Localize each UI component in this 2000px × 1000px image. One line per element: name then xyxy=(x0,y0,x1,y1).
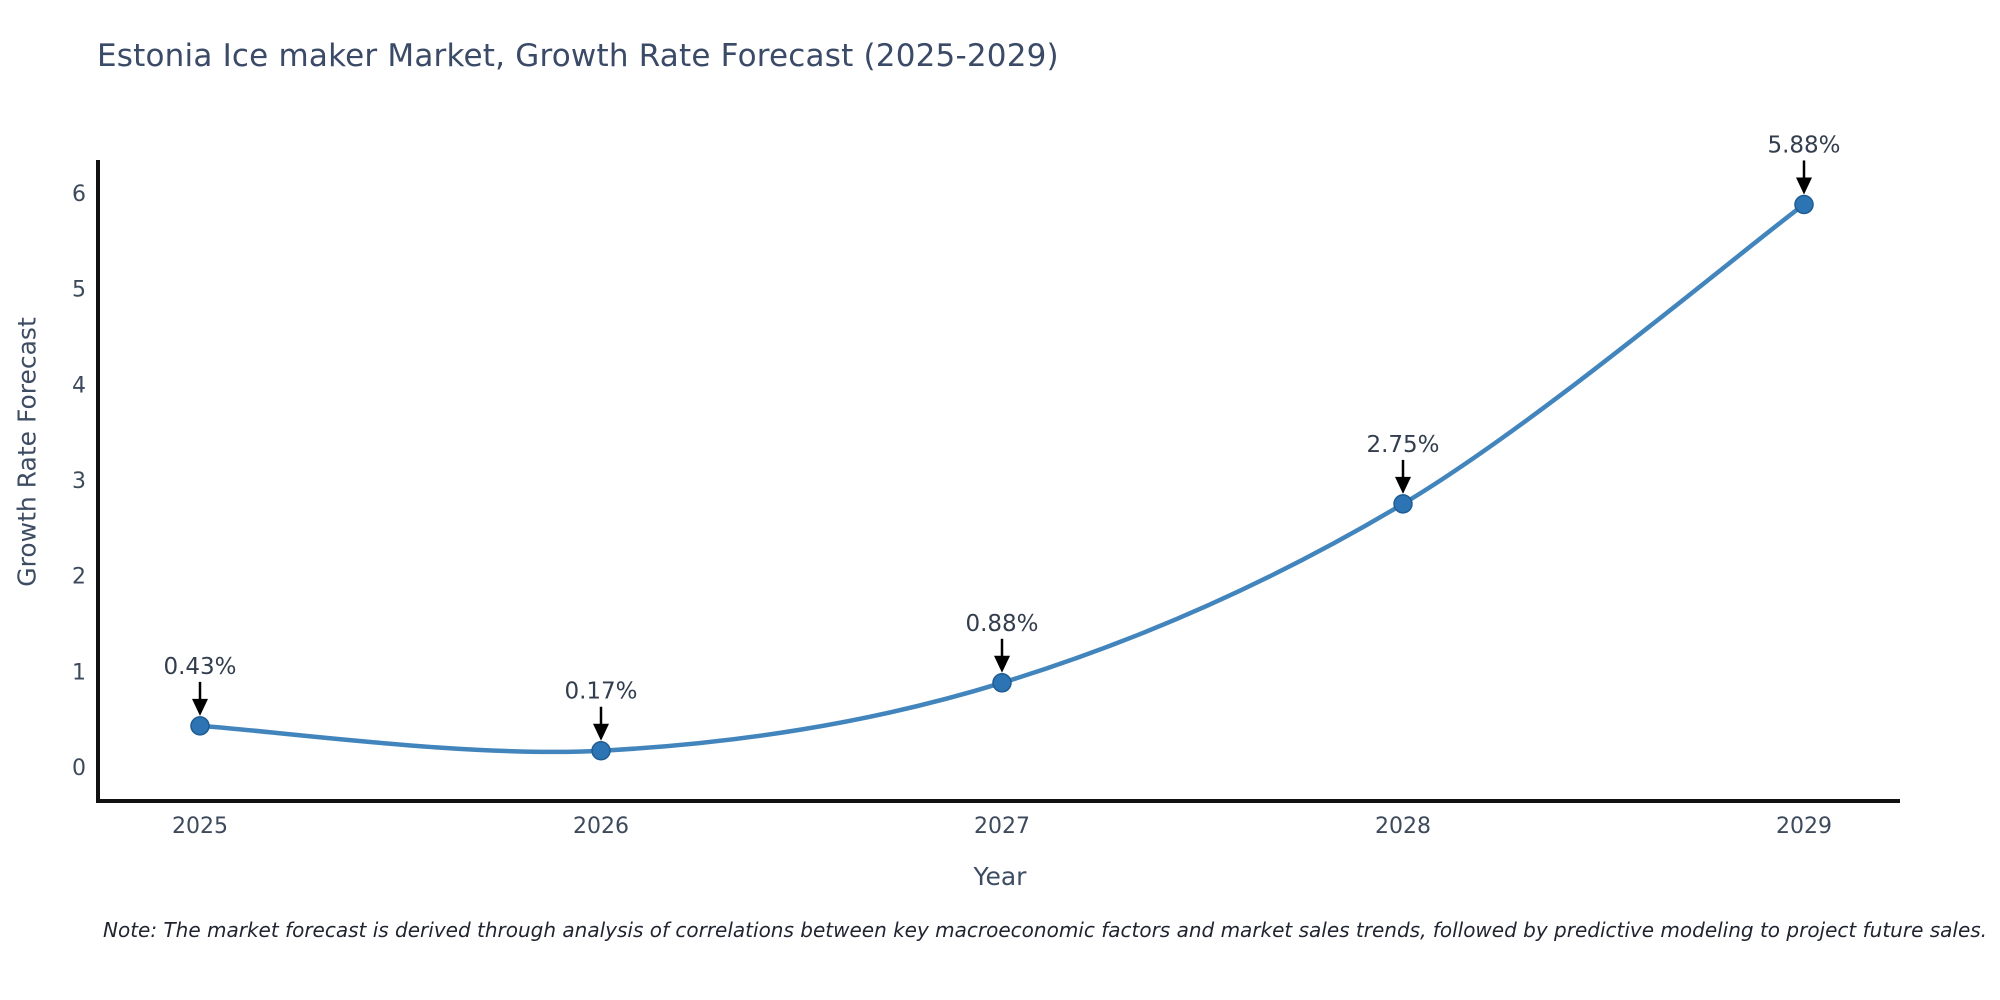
x-tick-label: 2025 xyxy=(172,814,228,839)
forecast-line xyxy=(197,202,1807,755)
axes-spines xyxy=(96,160,1900,803)
point-value-label: 5.88% xyxy=(1767,132,1840,158)
point-value-label: 0.17% xyxy=(564,679,637,705)
y-tick-label: 5 xyxy=(72,278,86,303)
chart-title: Estonia Ice maker Market, Growth Rate Fo… xyxy=(97,38,1059,74)
point-value-label: 0.88% xyxy=(965,611,1038,637)
data-point-marker xyxy=(190,716,210,736)
footnote: Note: The market forecast is derived thr… xyxy=(103,918,1988,942)
y-tick-label: 2 xyxy=(72,565,86,590)
y-tick-label: 4 xyxy=(72,373,86,398)
x-tick-label: 2029 xyxy=(1776,814,1832,839)
data-point-marker xyxy=(1393,494,1413,514)
data-point-marker xyxy=(1794,194,1814,215)
y-axis-label: Growth Rate Forecast xyxy=(12,317,42,587)
annotation-arrow-head xyxy=(593,723,609,741)
y-tick-label: 0 xyxy=(72,756,86,781)
y-tick-label: 3 xyxy=(72,469,86,494)
annotation-arrow-head xyxy=(994,655,1010,673)
point-value-label: 0.43% xyxy=(163,654,236,680)
point-value-label: 2.75% xyxy=(1366,432,1439,458)
x-tick-label: 2026 xyxy=(573,814,629,839)
x-axis-label: Year xyxy=(973,862,1027,891)
data-point-marker xyxy=(591,740,611,761)
x-tick-label: 2028 xyxy=(1375,814,1431,839)
annotation-arrow-head xyxy=(192,698,208,716)
data-point-marker xyxy=(992,673,1012,693)
annotation-arrow-head xyxy=(1796,177,1812,195)
y-tick-label: 1 xyxy=(72,660,86,685)
annotation-arrow-head xyxy=(1395,476,1411,494)
x-tick-label: 2027 xyxy=(974,814,1030,839)
y-tick-label: 6 xyxy=(72,182,86,207)
